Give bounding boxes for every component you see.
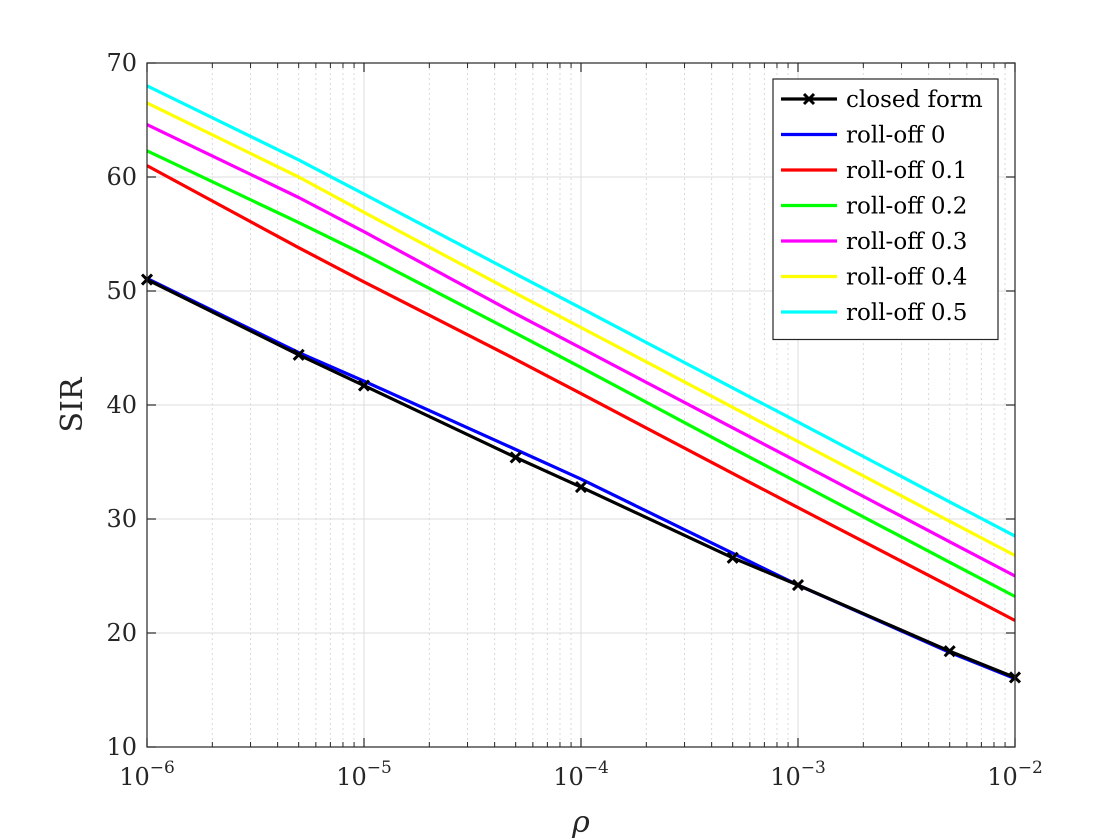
marker-stroke [726,551,739,564]
y-tick-label: 50 [106,277,137,305]
legend-entry: closed form [781,87,983,113]
series-line-roll-off-0-4 [146,101,1016,557]
legend-entry: roll-off 0 [781,123,945,149]
series-line-roll-off-0-1 [146,164,1016,622]
series-line-roll-off-0-3 [146,123,1016,578]
x-tick-label: 10−6 [119,758,175,791]
legend-label: roll-off 0.1 [846,158,967,184]
y-tick-label: 70 [106,49,137,77]
closed-form-marker [509,451,522,464]
marker-stroke [357,379,371,392]
closed-form-marker [943,645,956,658]
legend-label: closed form [846,87,983,113]
marker-stroke [943,645,956,658]
legend-label: roll-off 0.3 [846,229,967,255]
y-tick-label: 20 [106,619,137,647]
axes-group [146,62,1016,748]
y-tick-label: 60 [106,163,137,191]
closed-form-marker [574,481,588,494]
series-line-roll-off-0-5 [146,84,1016,538]
legend: closed form roll-off 0 roll-off 0.1 roll-of… [772,78,999,341]
legend-entry: roll-off 0.3 [781,229,967,255]
y-tick-label: 40 [106,391,137,419]
series-group [140,84,1022,684]
legend-entry: roll-off 0.4 [781,265,967,291]
legend-box [772,78,999,341]
closed-form-marker [357,379,371,392]
closed-form-marker [726,551,739,564]
marker-stroke [292,348,305,361]
y-tick-label: 10 [106,733,137,761]
legend-label: roll-off 0.5 [846,300,967,326]
x-tick-label: 10−4 [553,758,609,791]
legend-label: roll-off 0 [846,123,945,149]
y-tick-label: 30 [106,505,137,533]
legend-entry: roll-off 0.1 [781,158,967,184]
marker-stroke [509,451,522,464]
legend-label: roll-off 0.4 [846,265,967,291]
tick-labels: 10 20 30 40 50 60 70 10−6 10−5 10−4 10−3 10−2 [106,49,1042,791]
legend-entry: roll-off 0.2 [781,194,967,220]
marker-stroke [791,579,805,592]
x-tick-label: 10−3 [770,758,826,791]
legend-entry: roll-off 0.5 [781,300,967,326]
x-axis-label: ρ [571,805,590,840]
closed-form-marker [791,579,805,592]
x-tick-label: 10−5 [336,758,392,791]
series-line-roll-off-0-2 [146,149,1016,598]
legend-label: roll-off 0.2 [846,194,967,220]
legend-marker [802,92,816,106]
closed-form-marker [292,348,305,361]
x-tick-label: 10−2 [987,758,1043,791]
y-axis-label: SIR [55,376,90,432]
marker-stroke [574,481,588,494]
